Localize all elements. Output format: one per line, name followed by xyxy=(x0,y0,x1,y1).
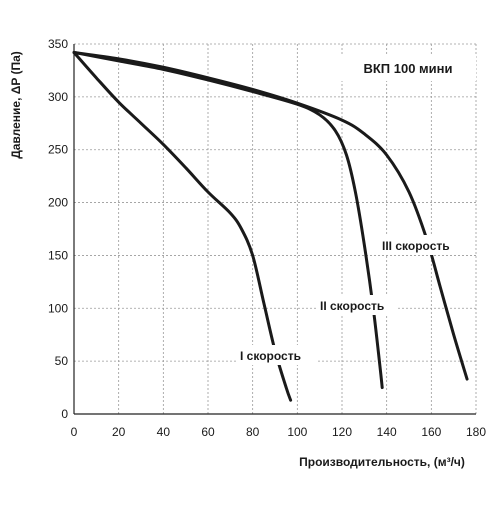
y-axis-title: Давление, ΔP (Па) xyxy=(9,51,23,159)
axes: 0 20 40 60 80 100 120 140 160 180 0 50 100 150 200 250 3… xyxy=(48,37,486,439)
series-label-2: II скорость xyxy=(320,299,384,313)
y-tick-label: 300 xyxy=(48,90,68,104)
series-label-1-background xyxy=(238,345,318,365)
series-label-1: I скорость xyxy=(240,349,301,363)
x-tick-label: 40 xyxy=(157,425,171,439)
x-tick-label: 20 xyxy=(112,425,126,439)
x-tick-label: 0 xyxy=(71,425,78,439)
x-tick-label: 80 xyxy=(246,425,260,439)
x-tick-label: 120 xyxy=(332,425,352,439)
y-tick-label: 0 xyxy=(61,407,68,421)
labels: ВКП 100 мини Производительность, (м³/ч) … xyxy=(9,51,476,469)
series-label-3: III скорость xyxy=(382,239,450,253)
y-tick-label: 350 xyxy=(48,37,68,51)
y-tick-label: 200 xyxy=(48,196,68,210)
series-curve-3 xyxy=(72,50,469,381)
series-label-2-background xyxy=(318,295,398,315)
series-label-3-background xyxy=(380,235,468,255)
x-tick-label: 100 xyxy=(287,425,307,439)
y-tick-label: 100 xyxy=(48,301,68,315)
y-tick-label: 150 xyxy=(48,248,68,262)
x-tick-label: 60 xyxy=(201,425,215,439)
x-axis-title: Производительность, (м³/ч) xyxy=(299,455,465,469)
chart-title: ВКП 100 мини xyxy=(363,61,452,76)
x-tick-label: 160 xyxy=(421,425,441,439)
y-tick-label: 50 xyxy=(55,354,69,368)
x-tick-label: 140 xyxy=(377,425,397,439)
y-tick-label: 250 xyxy=(48,143,68,157)
chart-title-background xyxy=(340,55,476,81)
x-tick-label: 180 xyxy=(466,425,486,439)
